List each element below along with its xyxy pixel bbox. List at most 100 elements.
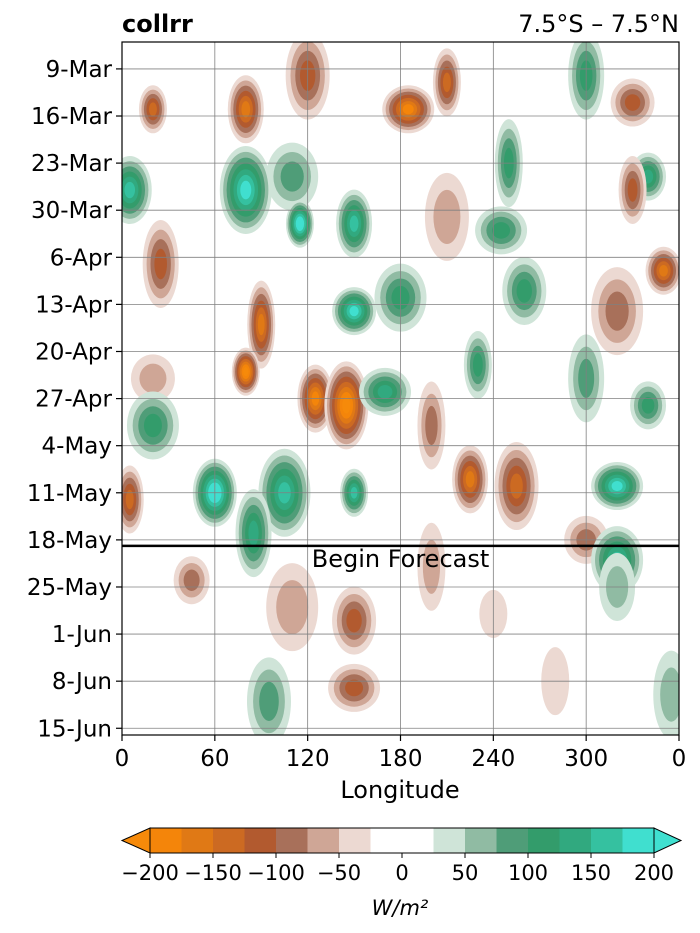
anomaly-contour xyxy=(349,306,359,317)
anomaly-contour xyxy=(627,178,638,202)
anomaly-blob xyxy=(475,206,528,255)
anomaly-contour xyxy=(422,539,441,594)
y-tick-label: 8-Jun xyxy=(52,669,112,695)
anomaly-blob xyxy=(332,586,377,655)
x-tick-label: 120 xyxy=(286,746,330,772)
y-tick-label: 4-May xyxy=(42,434,112,460)
colorbar: −200 −150 −100 −50 0 50 100 150 200 xyxy=(120,827,683,885)
anomaly-blob xyxy=(247,280,276,369)
anomaly-contour xyxy=(349,215,359,232)
y-tick-label: 13-Apr xyxy=(35,292,112,318)
anomaly-blob xyxy=(324,361,369,450)
anomaly-contour xyxy=(183,569,200,591)
y-tick-label: 9-Mar xyxy=(46,57,113,83)
x-tick-label: 0 xyxy=(115,746,130,772)
anomaly-blob xyxy=(266,142,319,211)
anomaly-blob xyxy=(591,267,644,356)
anomaly-contour xyxy=(442,72,451,93)
anomaly-contour xyxy=(124,181,136,199)
anomaly-blob xyxy=(630,381,667,430)
anomaly-contour xyxy=(241,101,251,118)
anomaly-contour xyxy=(624,94,641,111)
anomaly-blob xyxy=(227,75,264,144)
colorbar-segment xyxy=(150,828,182,853)
y-tick-label: 30-Mar xyxy=(31,198,113,224)
anomaly-blob xyxy=(173,556,210,605)
anomaly-contour xyxy=(641,397,655,414)
colorbar-extend-high xyxy=(653,827,683,854)
anomaly-blob xyxy=(432,48,461,117)
y-tick-label: 27-Apr xyxy=(35,387,112,413)
y-tick-label: 20-Apr xyxy=(35,339,112,365)
anomaly-blob xyxy=(452,445,489,514)
colorbar-tick-label: 50 xyxy=(452,861,479,885)
colorbar-segment xyxy=(213,828,245,853)
anomaly-contour xyxy=(465,471,475,488)
y-axis: 9-Mar 16-Mar 23-Mar 30-Mar 6-Apr 13-Apr 20-Apr… xyxy=(27,57,122,742)
colorbar-segment xyxy=(181,828,214,853)
anomaly-contour xyxy=(510,473,523,499)
y-tick-label: 6-Apr xyxy=(50,245,113,271)
colorbar-tick-label: 200 xyxy=(634,861,674,885)
y-tick-label: 1-Jun xyxy=(52,622,112,648)
anomaly-contour xyxy=(605,291,629,331)
colorbar-segment xyxy=(528,828,560,853)
anomaly-blob xyxy=(235,489,272,578)
anomaly-blob xyxy=(332,287,377,336)
y-tick-label: 15-Jun xyxy=(37,716,112,742)
anomaly-blob xyxy=(130,354,175,403)
anomaly-blob xyxy=(285,199,314,248)
anomaly-contour xyxy=(516,279,532,303)
anomaly-blob xyxy=(359,367,412,416)
anomaly-blob xyxy=(231,347,260,396)
x-tick-label: 300 xyxy=(564,746,608,772)
chart-region: 7.5°S – 7.5°N xyxy=(518,10,679,38)
x-tick-label: 240 xyxy=(471,746,515,772)
colorbar-segment xyxy=(276,828,308,853)
anomaly-blob xyxy=(463,330,492,399)
colorbar-segment xyxy=(591,828,623,853)
colorbar-segment xyxy=(244,828,277,853)
anomaly-contour xyxy=(148,102,157,117)
anomaly-contour xyxy=(280,161,304,192)
y-tick-label: 18-May xyxy=(27,528,112,554)
anomaly-contour xyxy=(240,180,252,200)
anomaly-contour xyxy=(342,397,351,414)
colorbar-segment xyxy=(370,828,434,853)
y-tick-label: 23-Mar xyxy=(31,151,113,177)
anomaly-contour xyxy=(425,405,438,446)
anomaly-blob xyxy=(591,462,644,511)
anomaly-contour xyxy=(346,608,362,633)
colorbar-segment xyxy=(307,828,340,853)
anomaly-blob xyxy=(417,381,446,470)
anomaly-contour xyxy=(143,413,162,438)
colorbar-units: W/m² xyxy=(372,896,429,920)
x-tick-label: 0 xyxy=(672,746,687,772)
anomaly-contour xyxy=(377,384,393,399)
forecast-label: Begin Forecast xyxy=(312,545,490,573)
colorbar-segment xyxy=(559,828,592,853)
anomaly-blob xyxy=(645,246,679,295)
chart-title: collrr xyxy=(122,10,193,38)
colorbar-tick-label: −200 xyxy=(121,861,179,885)
anomaly-contour xyxy=(659,264,668,277)
anomaly-blob xyxy=(382,85,435,134)
colorbar-segment xyxy=(622,828,655,853)
anomaly-contour xyxy=(297,219,303,229)
anomaly-contour xyxy=(433,189,461,245)
colorbar-tick-label: 150 xyxy=(571,861,611,885)
anomaly-contour xyxy=(248,520,259,546)
anomaly-blob xyxy=(494,442,539,531)
grid xyxy=(122,42,679,735)
colorbar-tick-label: 0 xyxy=(395,861,408,885)
colorbar-segment xyxy=(339,828,371,853)
anomaly-contour xyxy=(125,489,134,510)
x-tick-label: 180 xyxy=(379,746,423,772)
anomaly-blob xyxy=(219,146,272,235)
x-axis: 0 60 120 180 240 300 0 xyxy=(115,735,687,772)
anomaly-blob xyxy=(328,663,381,712)
anomaly-blob xyxy=(138,85,167,134)
anomaly-blob xyxy=(618,156,647,225)
anomaly-blob xyxy=(142,220,179,309)
anomaly-contour xyxy=(492,222,511,239)
